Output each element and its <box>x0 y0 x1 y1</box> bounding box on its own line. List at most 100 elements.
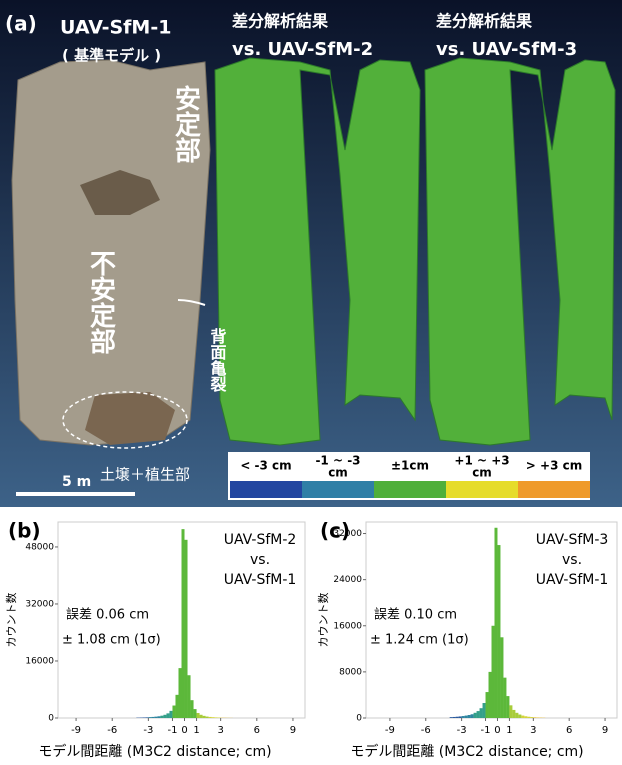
histogram-bar <box>486 692 489 718</box>
histogram-bar <box>521 716 524 718</box>
histogram-bar <box>474 713 477 718</box>
histogram-bar <box>465 716 468 718</box>
histogram-bar <box>459 716 462 718</box>
histogram-bar <box>489 672 492 718</box>
histogram-bar <box>215 717 218 718</box>
histogram-bar <box>172 706 175 718</box>
x-tick-label: 9 <box>602 725 608 736</box>
histogram-bar <box>142 717 145 718</box>
diff-title: 差分解析結果 <box>232 12 328 31</box>
histogram-bar <box>188 675 191 718</box>
y-axis-label: カウント数 <box>317 593 330 648</box>
x-tick-label: 6 <box>566 725 572 736</box>
histogram-bar <box>509 705 512 718</box>
model-subtitle: ( 基準モデル ) <box>62 47 161 65</box>
x-tick-label: -3 <box>457 725 467 736</box>
comparison-label: UAV-SfM-3 <box>536 532 609 548</box>
x-tick-label: -3 <box>143 725 153 736</box>
histogram-bar <box>169 711 172 718</box>
y-tick-label: 16000 <box>333 621 362 631</box>
histogram-bar <box>533 717 536 718</box>
diff-title: 差分解析結果 <box>436 12 532 31</box>
x-tick-label: 9 <box>290 725 296 736</box>
histogram-bar <box>515 713 518 718</box>
y-axis-label: カウント数 <box>5 593 18 648</box>
histogram-bar <box>175 695 178 718</box>
x-tick-label: 6 <box>254 725 260 736</box>
y-tick-label: 0 <box>356 714 362 724</box>
diff-title: vs. UAV-SfM-2 <box>232 39 373 60</box>
histogram-bar <box>483 703 486 718</box>
histogram-bar <box>191 700 194 718</box>
figure: (a) UAV-SfM-1 ( 基準モデル ) 差分解析結果 vs. UAV-S… <box>0 0 622 765</box>
stable-label: 安定部 <box>171 85 201 163</box>
histogram-bar <box>151 717 154 718</box>
legend-label: cm <box>472 466 492 480</box>
histogram-bar <box>512 710 515 718</box>
x-tick-label: 3 <box>217 725 223 736</box>
legend-swatch <box>230 481 302 498</box>
x-tick-label: 3 <box>530 725 536 736</box>
scale-label: 5 m <box>62 474 91 490</box>
histogram-bar <box>194 709 197 718</box>
comparison-label: vs. <box>250 552 270 568</box>
x-axis-label: モデル間距離 (M3C2 distance; cm) <box>38 743 271 760</box>
comparison-label: UAV-SfM-1 <box>536 572 609 588</box>
sigma-label: ± 1.24 cm (1σ) <box>370 633 469 648</box>
legend-label: ±1cm <box>391 459 429 473</box>
y-tick-label: 16000 <box>25 656 54 666</box>
histogram-bar <box>166 713 169 718</box>
histogram-bar <box>480 708 483 718</box>
histogram-bar <box>456 717 459 718</box>
histogram-bar <box>477 711 480 718</box>
x-tick-label: -9 <box>71 725 81 736</box>
histogram-bar <box>503 678 506 718</box>
histogram-bar <box>471 714 474 718</box>
sigma-label: ± 1.08 cm (1σ) <box>62 633 161 648</box>
histogram-bar <box>200 715 203 718</box>
x-tick-label: 1 <box>506 725 512 736</box>
histogram-bar <box>492 626 495 718</box>
panel-label: (c) <box>320 519 350 543</box>
x-tick-label: 0 <box>181 725 187 736</box>
histogram-bar <box>506 696 509 718</box>
histogram-bar <box>182 529 185 718</box>
histogram-bar <box>203 716 206 718</box>
histogram-bar <box>524 716 527 718</box>
unstable-label: 不安定部 <box>86 250 116 354</box>
histogram-bar <box>536 717 539 718</box>
legend-label: > +3 cm <box>526 459 582 473</box>
histogram-bar <box>462 716 465 718</box>
error-label: 誤差 0.06 cm <box>66 607 149 623</box>
panel-label: (a) <box>5 12 37 36</box>
crack-label: 背面亀裂 <box>208 327 228 393</box>
charts: 0160003200048000-9-6-3-101369(b)UAV-SfM-… <box>5 519 617 761</box>
histogram-bar <box>450 717 453 718</box>
y-tick-label: 48000 <box>25 542 54 552</box>
histogram-bar <box>468 715 471 718</box>
legend-label: < -3 cm <box>240 459 291 473</box>
legend-label: cm <box>328 466 348 480</box>
histogram-bar <box>500 637 503 718</box>
histogram-bar <box>145 717 148 718</box>
y-tick-label: 8000 <box>339 667 362 677</box>
legend-swatch <box>446 481 518 498</box>
legend-swatch <box>518 481 590 498</box>
histogram-bar <box>178 668 181 718</box>
histogram-bar <box>494 528 497 718</box>
x-tick-label: -1 <box>481 725 491 736</box>
model-title: UAV-SfM-1 <box>60 17 171 39</box>
x-tick-label: -9 <box>385 725 395 736</box>
panel-label: (b) <box>8 519 41 543</box>
histogram-bar <box>212 717 215 718</box>
histogram-bar <box>185 540 188 718</box>
histogram-bar <box>197 713 200 718</box>
histogram-bar <box>163 715 166 718</box>
histogram-bar <box>206 717 209 718</box>
histogram-bar <box>453 717 456 718</box>
x-tick-label: 0 <box>494 725 500 736</box>
x-axis-label: モデル間距離 (M3C2 distance; cm) <box>350 743 583 760</box>
histogram-bar <box>209 717 212 718</box>
x-tick-label: -6 <box>107 725 117 736</box>
x-tick-label: -6 <box>421 725 431 736</box>
